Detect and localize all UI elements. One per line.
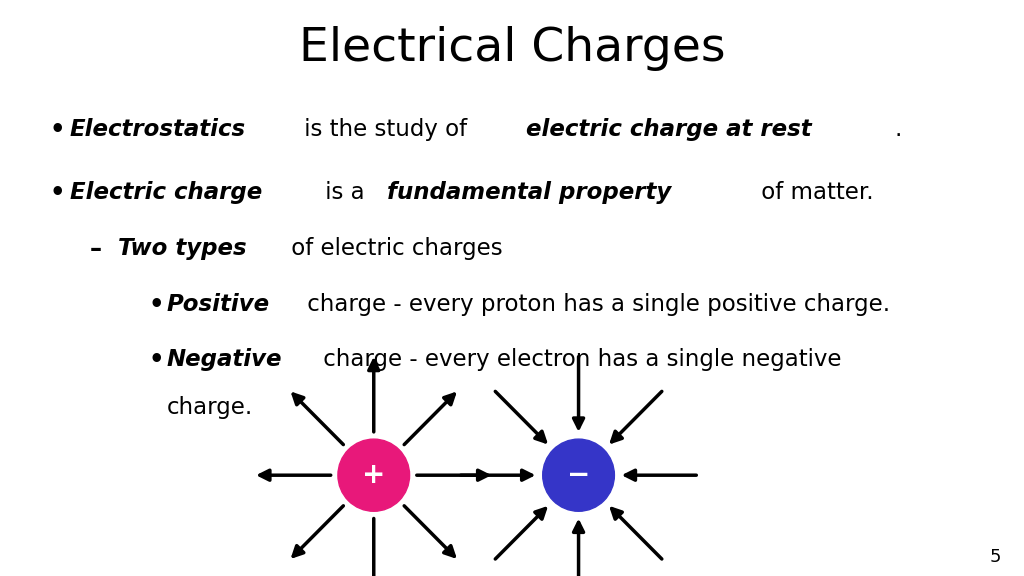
Text: fundamental property: fundamental property	[387, 181, 672, 204]
Text: Positive: Positive	[167, 293, 270, 316]
Text: Electrostatics: Electrostatics	[70, 118, 246, 141]
Text: •: •	[49, 118, 65, 142]
Text: charge - every proton has a single positive charge.: charge - every proton has a single posit…	[300, 293, 890, 316]
Text: –: –	[90, 237, 102, 262]
Text: •: •	[148, 293, 164, 317]
Text: •: •	[49, 181, 65, 206]
Text: 5: 5	[990, 548, 1001, 566]
Text: +: +	[362, 461, 385, 489]
Text: .: .	[894, 118, 902, 141]
Text: Negative: Negative	[167, 348, 283, 371]
Text: electric charge at rest: electric charge at rest	[525, 118, 811, 141]
Text: Two types: Two types	[118, 237, 247, 260]
Text: is a: is a	[317, 181, 372, 204]
Text: charge.: charge.	[167, 396, 253, 419]
Ellipse shape	[543, 439, 614, 511]
Text: of matter.: of matter.	[754, 181, 873, 204]
Text: is the study of: is the study of	[297, 118, 474, 141]
Text: Electrical Charges: Electrical Charges	[299, 26, 725, 71]
Text: −: −	[567, 461, 590, 489]
Text: charge - every electron has a single negative: charge - every electron has a single neg…	[316, 348, 842, 371]
Text: Electric charge: Electric charge	[70, 181, 262, 204]
Text: of electric charges: of electric charges	[284, 237, 503, 260]
Text: •: •	[148, 348, 164, 372]
Ellipse shape	[338, 439, 410, 511]
